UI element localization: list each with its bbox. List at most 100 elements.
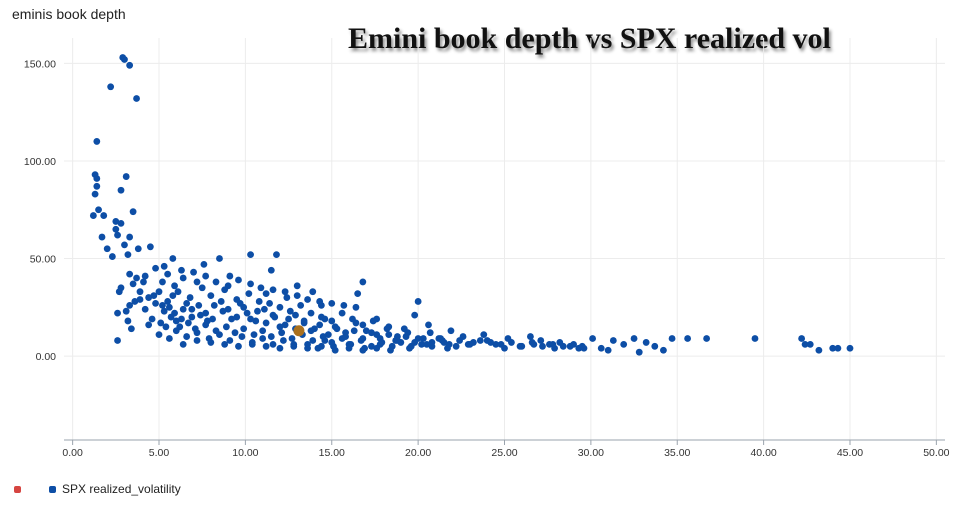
data-point — [107, 83, 115, 91]
data-point — [207, 292, 215, 299]
data-point — [834, 344, 842, 352]
data-point — [193, 337, 201, 344]
data-point — [240, 325, 248, 333]
data-point — [178, 266, 185, 274]
data-point — [319, 333, 327, 340]
data-point — [133, 274, 140, 282]
data-point — [345, 344, 353, 352]
data-point — [133, 95, 140, 102]
data-point — [114, 309, 121, 317]
data-point — [447, 327, 455, 335]
data-point — [642, 339, 650, 346]
data-point — [169, 292, 177, 299]
data-point — [316, 321, 324, 329]
data-point — [259, 327, 267, 335]
data-point — [122, 307, 130, 315]
data-point — [240, 303, 248, 311]
data-point — [292, 311, 299, 319]
data-point — [131, 298, 139, 305]
data-point — [164, 298, 172, 305]
data-point — [518, 342, 526, 350]
data-point — [570, 340, 577, 348]
data-point — [238, 333, 246, 340]
data-point — [273, 251, 280, 259]
data-point — [160, 262, 168, 270]
data-point — [89, 212, 97, 219]
data-point — [122, 173, 130, 180]
data-point — [221, 340, 229, 348]
data-point — [159, 301, 166, 309]
data-point — [278, 329, 286, 337]
data-point — [262, 342, 270, 350]
data-point — [452, 342, 460, 350]
data-point — [297, 301, 305, 309]
data-point — [245, 290, 253, 298]
data-point — [266, 299, 273, 307]
data-point — [126, 233, 134, 241]
data-point — [269, 286, 277, 294]
data-point — [281, 288, 289, 296]
data-point — [184, 319, 192, 327]
data-point — [589, 335, 596, 342]
data-point — [134, 245, 142, 253]
data-point — [226, 337, 234, 344]
data-point — [167, 313, 175, 321]
data-point — [98, 233, 106, 241]
data-point — [304, 344, 311, 352]
data-point — [411, 311, 419, 319]
data-point — [815, 346, 823, 354]
data-point — [476, 337, 484, 344]
y-axis-title: eminis book depth — [12, 6, 126, 22]
data-point — [300, 317, 308, 325]
data-point — [174, 288, 182, 296]
legend-item-red[interactable] — [14, 485, 27, 493]
data-point — [179, 274, 187, 282]
data-point — [95, 206, 102, 214]
x-tick-label: 5.00 — [149, 447, 170, 459]
data-point — [157, 319, 165, 327]
legend: SPX realized_volatility — [14, 482, 203, 496]
data-point — [269, 340, 277, 348]
data-point — [286, 307, 294, 315]
data-point — [437, 335, 444, 342]
x-tick-label: 35.00 — [664, 447, 690, 459]
data-point — [202, 272, 210, 280]
data-point — [171, 282, 178, 290]
data-point — [267, 333, 275, 340]
data-point — [751, 335, 759, 342]
data-point — [159, 278, 166, 286]
data-point — [328, 299, 336, 307]
data-point — [288, 335, 296, 342]
data-point — [354, 290, 362, 298]
x-tick-label: 15.00 — [319, 447, 345, 459]
data-point — [411, 339, 419, 346]
data-point — [235, 342, 242, 350]
y-tick-label: 150.00 — [24, 58, 56, 70]
data-point — [178, 315, 185, 323]
data-point — [283, 294, 291, 301]
x-tick-label: 45.00 — [837, 447, 863, 459]
data-point — [419, 335, 427, 342]
data-point — [425, 321, 432, 329]
data-point — [255, 298, 263, 305]
legend-item-spx-realized-volatility[interactable]: SPX realized_volatility — [49, 482, 181, 496]
data-point — [209, 315, 216, 323]
data-point — [202, 309, 210, 317]
data-point — [216, 255, 223, 262]
data-point — [324, 331, 332, 339]
data-point — [165, 303, 173, 311]
data-point — [276, 303, 284, 311]
data-point — [604, 346, 612, 354]
data-point — [112, 225, 120, 233]
data-point — [247, 315, 254, 323]
data-point — [487, 339, 495, 346]
data-point — [126, 270, 134, 278]
legend-swatch-red — [14, 485, 21, 493]
data-point — [136, 296, 144, 303]
data-point — [188, 313, 196, 321]
data-point — [635, 348, 643, 356]
data-point — [126, 301, 134, 309]
data-point — [183, 333, 191, 340]
data-point — [668, 335, 676, 342]
data-point — [456, 337, 463, 344]
